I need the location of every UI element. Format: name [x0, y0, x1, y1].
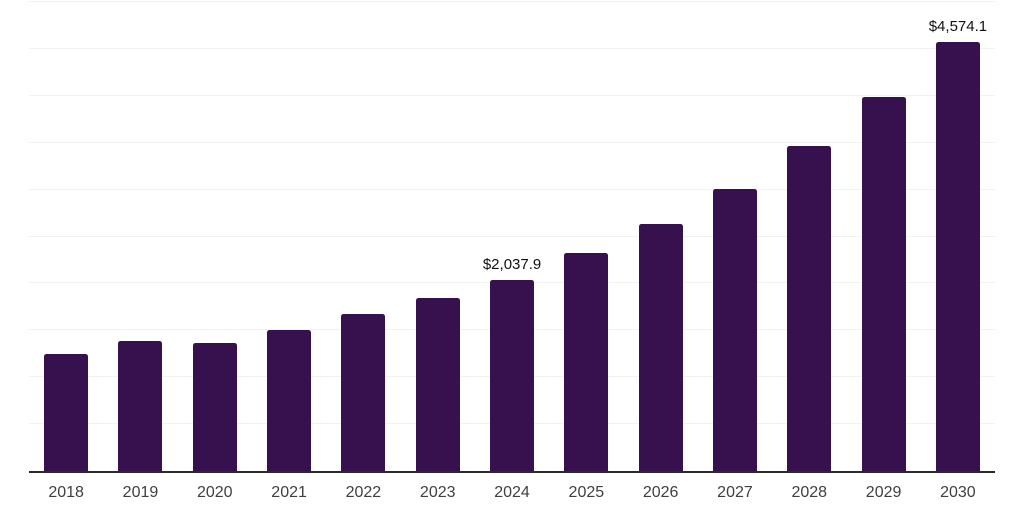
bar-slot-2018	[29, 2, 103, 471]
bar-slot-2022	[326, 2, 400, 471]
bar-slot-2019	[103, 2, 177, 471]
bar-slot-2021	[252, 2, 326, 471]
gridline	[29, 188, 995, 190]
x-tick-label-2029: 2029	[865, 484, 902, 501]
bar-2019	[118, 340, 163, 471]
x-tick-label-2024: 2024	[494, 484, 530, 501]
bar-2028	[787, 146, 832, 471]
bar-slot-2020	[178, 2, 252, 471]
gridline	[29, 1, 995, 2]
x-tick-label-2027: 2027	[717, 484, 753, 501]
bar-slot-2025	[549, 2, 623, 471]
bar-slot-2024: $2,037.9	[475, 2, 549, 471]
bar-2030	[935, 41, 980, 471]
x-tick-label-2021: 2021	[271, 484, 307, 501]
x-tick-label-2022: 2022	[345, 484, 382, 501]
plot-area: $2,037.9 $4,574.1	[29, 1, 995, 473]
bar-2024	[490, 279, 535, 471]
bar-2020	[192, 343, 237, 471]
x-tick-label-2026: 2026	[642, 484, 679, 501]
x-tick-label-2023: 2023	[419, 484, 456, 501]
gridline	[29, 235, 995, 237]
bar-2021	[267, 330, 312, 471]
x-tick-label-2028: 2028	[791, 484, 828, 501]
gridline	[29, 47, 995, 49]
bar-2023	[415, 298, 460, 471]
x-tick-label-2030: 2030	[940, 484, 976, 501]
bars-layer: $2,037.9 $4,574.1	[29, 2, 995, 471]
bar-slot-2027	[698, 2, 772, 471]
bar-2025	[564, 253, 609, 471]
bar-2029	[861, 96, 906, 471]
x-tick-label-2025: 2025	[568, 484, 605, 501]
x-tick-label-2018: 2018	[48, 484, 84, 501]
bar-slot-2028	[772, 2, 846, 471]
bar-value-label-2024: $2,037.9	[482, 255, 542, 273]
bar-slot-2023	[401, 2, 475, 471]
bar-slot-2030: $4,574.1	[921, 2, 995, 471]
bar-2018	[44, 353, 89, 471]
x-axis-tick-labels: 2018 2019 2020 2021 2022 2023 2024 2025 2026 2027…	[29, 483, 995, 503]
bar-2026	[638, 224, 683, 471]
gridline	[29, 141, 995, 143]
bar-slot-2029	[846, 2, 920, 471]
x-tick-label-2020: 2020	[196, 484, 233, 501]
gridline	[29, 94, 995, 96]
bar-value-label-2030: $4,574.1	[928, 17, 988, 35]
x-tick-label-2019: 2019	[122, 484, 159, 501]
bar-2027	[712, 188, 757, 471]
bar-2022	[341, 314, 386, 471]
bar-slot-2026	[624, 2, 698, 471]
